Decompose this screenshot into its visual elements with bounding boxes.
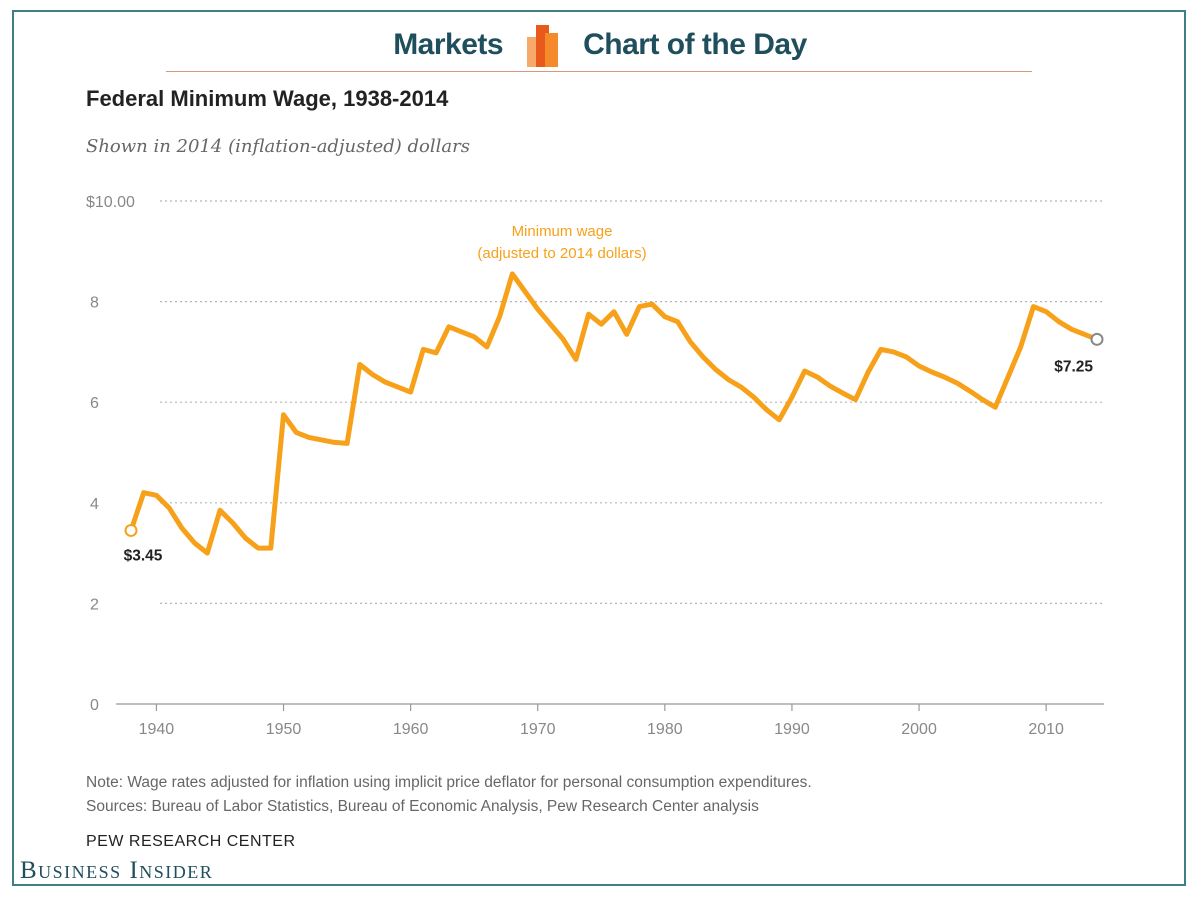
series-label-line2: (adjusted to 2014 dollars) xyxy=(477,245,646,262)
business-insider-logo: Business Insider xyxy=(20,857,214,884)
banner-chart-of-the-day-label: Chart of the Day xyxy=(583,28,807,61)
x-tick-label: 1940 xyxy=(139,721,175,738)
y-tick-label: 2 xyxy=(90,596,99,613)
footnote-note: Note: Wage rates adjusted for inflation … xyxy=(86,774,812,791)
x-tick-label: 1960 xyxy=(393,721,429,738)
marks-layer: $3.45 $7.25 xyxy=(124,332,1104,564)
x-tick-label: 1950 xyxy=(266,721,302,738)
y-tick-label: 4 xyxy=(90,496,99,513)
x-tick-label: 1980 xyxy=(647,721,683,738)
endpoint-marker xyxy=(1090,332,1104,346)
y-tick-label: 6 xyxy=(90,395,99,412)
x-tick-label: 1970 xyxy=(520,721,556,738)
chart-subtitle: Shown in 2014 (inflation-adjusted) dolla… xyxy=(86,136,470,157)
y-tick-label: 0 xyxy=(90,697,99,714)
chart-frame xyxy=(12,10,1186,886)
pew-credit: PEW RESEARCH CENTER xyxy=(86,833,296,850)
series-label-line1: Minimum wage xyxy=(512,223,613,240)
grid-layer xyxy=(160,200,1104,605)
chart-title: Federal Minimum Wage, 1938-2014 xyxy=(86,86,449,111)
x-tick-label: 2010 xyxy=(1028,721,1064,738)
axis-layer: 0 2 4 6 8 $10.00 1940 1950 1960 1970 1980 1990 2000 2… xyxy=(86,194,1104,738)
x-tick-label: 2000 xyxy=(901,721,937,738)
endpoint-marker xyxy=(124,523,138,537)
footnote-sources: Sources: Bureau of Labor Statistics, Bur… xyxy=(86,798,759,815)
chart-of-the-day-icon xyxy=(527,25,559,67)
y-tick-label: $10.00 xyxy=(86,194,135,211)
endpoint-data-label: $3.45 xyxy=(124,547,163,564)
banner-markets-label: Markets xyxy=(393,28,504,61)
series-line-minimum-wage xyxy=(128,271,1100,556)
banner-divider xyxy=(166,71,1032,72)
markets-banner: Markets Chart of the Day xyxy=(0,22,1200,68)
x-tick-label: 1990 xyxy=(774,721,810,738)
y-tick-label: 8 xyxy=(90,295,99,312)
line-chart: 0 2 4 6 8 $10.00 1940 1950 1960 1970 1980 1990 2000 2… xyxy=(86,194,1104,738)
endpoint-data-label: $7.25 xyxy=(1054,358,1093,375)
